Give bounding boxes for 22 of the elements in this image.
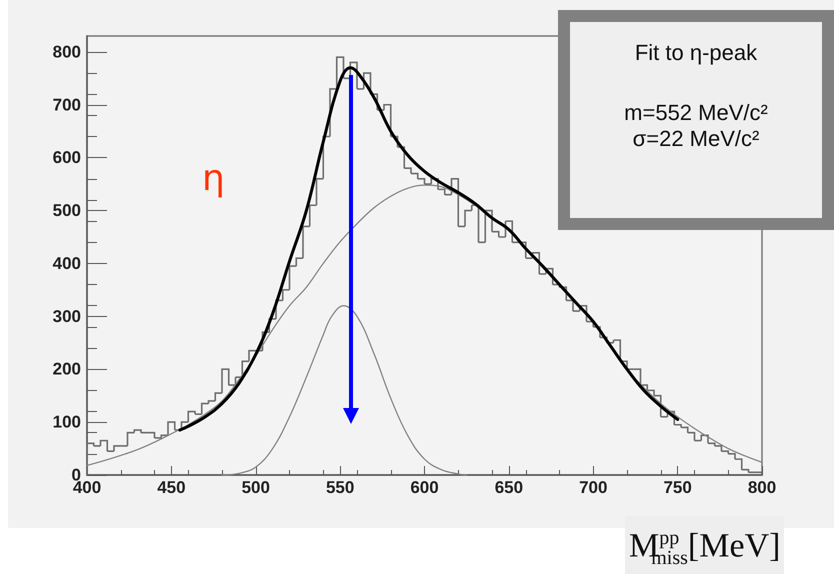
text-box: Fit to η-peak m=552 MeV/c² σ=22 MeV/c² bbox=[558, 10, 834, 230]
y-tick-label: 500 bbox=[52, 201, 81, 220]
x-tick-label: 650 bbox=[494, 478, 524, 497]
y-tick-label: 300 bbox=[52, 306, 81, 326]
y-tick-label: 200 bbox=[52, 360, 81, 379]
x-tick-label: 750 bbox=[663, 478, 692, 497]
y-tick-label: 600 bbox=[52, 148, 81, 168]
y-tick-label: 800 bbox=[52, 42, 81, 62]
y-tick-label: 100 bbox=[52, 412, 81, 432]
annotation: σ=22 MeV/c² bbox=[632, 126, 760, 152]
annotation: η bbox=[202, 158, 225, 199]
x-tick-label: 450 bbox=[157, 478, 186, 497]
x-tick-label: 800 bbox=[748, 478, 776, 497]
y-tick-label: 700 bbox=[52, 95, 81, 114]
x-axis-title: M$^{pp}$$_{miss}$[MeV] bbox=[625, 516, 784, 574]
annotation: Fit to η-peak bbox=[634, 40, 758, 66]
x-tick-label: 500 bbox=[242, 478, 270, 497]
annotation: m=552 MeV/c² bbox=[623, 100, 769, 126]
x-tick-label: 600 bbox=[410, 478, 439, 497]
y-tick-label: 400 bbox=[52, 254, 81, 273]
x-tick-label: 550 bbox=[326, 478, 354, 497]
x-tick-label: 700 bbox=[579, 478, 608, 497]
